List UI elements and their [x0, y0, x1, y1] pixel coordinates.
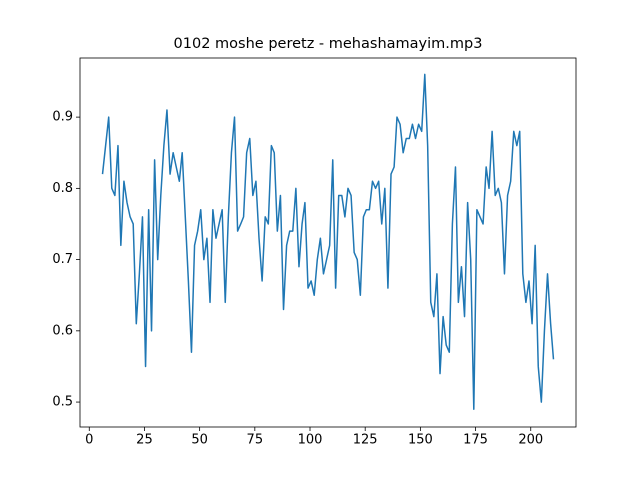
y-tick-label: 0.6 [52, 323, 73, 338]
x-tick-label: 0 [85, 433, 93, 448]
y-tick-label: 0.8 [52, 181, 73, 196]
y-tick-label: 0.9 [52, 110, 73, 125]
y-tick-label: 0.7 [52, 252, 73, 267]
chart-title: 0102 moshe peretz - mehashamayim.mp3 [174, 36, 483, 52]
x-tick-label: 200 [518, 433, 543, 448]
x-tick-label: 50 [191, 433, 208, 448]
line-series [101, 73, 555, 410]
x-tick-label: 125 [353, 433, 378, 448]
y-tick-label: 0.5 [52, 395, 73, 410]
axes-frame [79, 57, 577, 428]
x-tick-label: 75 [247, 433, 264, 448]
x-tick-label: 175 [463, 433, 488, 448]
x-tick-label: 100 [298, 433, 323, 448]
x-tick-label: 25 [136, 433, 153, 448]
x-tick-label: 150 [408, 433, 433, 448]
